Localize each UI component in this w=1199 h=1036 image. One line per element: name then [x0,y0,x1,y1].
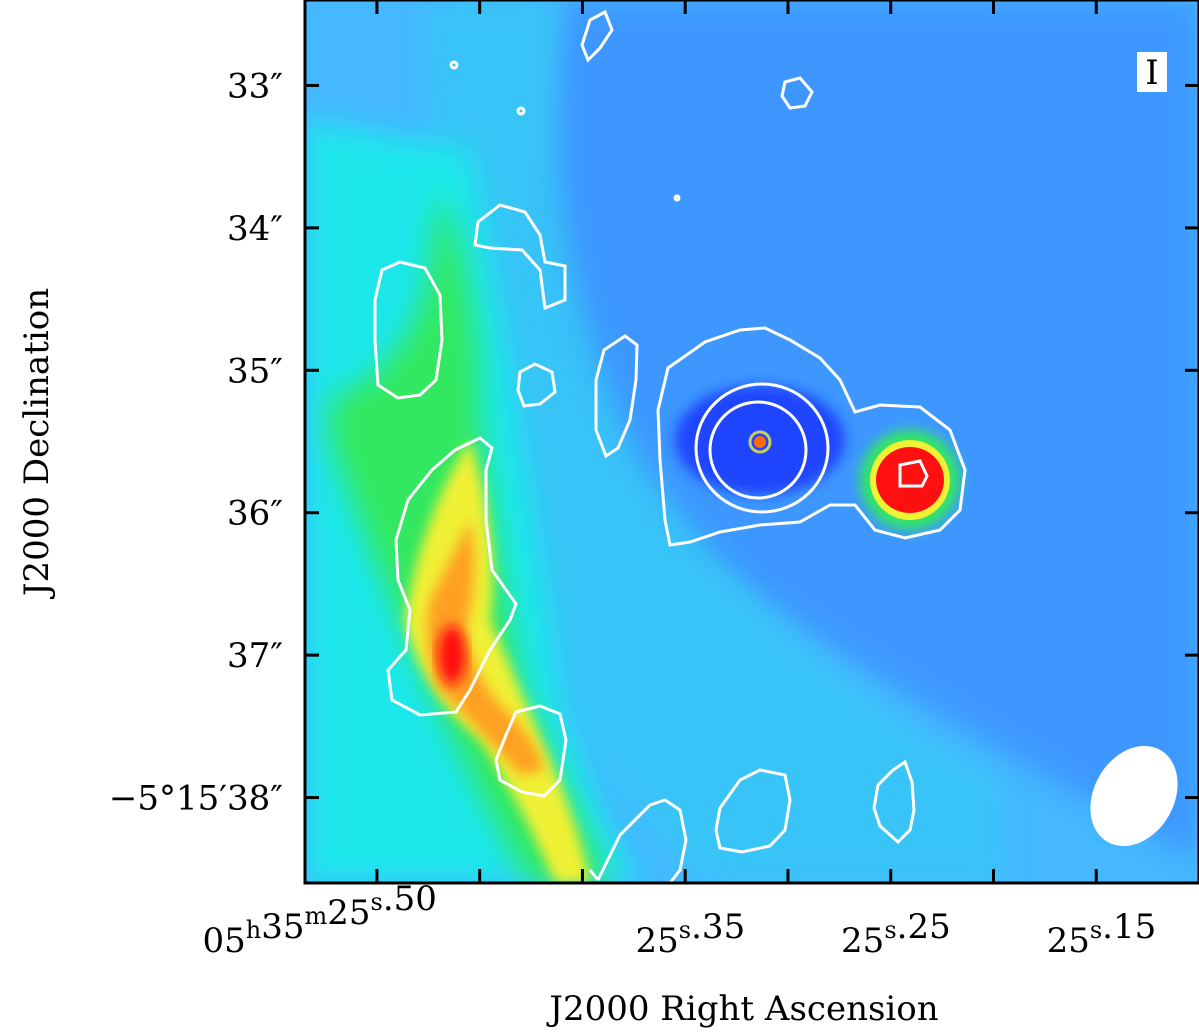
panel-label-box [1137,52,1167,92]
contour-speck-1 [449,60,459,70]
heatmap-compact-source-core [876,447,944,513]
heatmap-central-point-ring [748,430,772,454]
heatmap-central-point [754,436,766,448]
contour-top-small [580,9,614,63]
contour-filament-long [386,436,518,717]
x-tick-label: 25s.35 [636,907,746,961]
x-axis-ticks [375,0,1199,883]
y-tick-label: 37″ [227,636,283,676]
heatmap-cyan-band [428,0,1000,883]
contour-mid-central [694,382,830,514]
contour-bottom-3 [872,759,916,845]
y-axis-title: J2000 Declination [17,288,57,599]
heatmap-red-filament [426,520,545,775]
y-tick-label: 33″ [227,66,283,106]
contour-left-oval [373,260,444,400]
heatmap-yellow-filament [405,440,590,883]
plot-frame [303,0,1199,885]
y-axis-ticks [305,83,1199,800]
contours [373,9,967,883]
contour-inner-central [708,400,808,500]
y-tick-label: 34″ [227,209,283,249]
contour-speck-2 [516,106,526,116]
heatmap-blue-region [540,0,1199,860]
y-tick-label: 36″ [227,494,283,534]
x-tick-label: 05h35m25s.50 [202,879,436,961]
y-tick-label: −5°15′38″ [109,779,283,819]
contour-bottom-2 [714,768,792,854]
contour-filament-lower [494,704,568,798]
beam-ellipse [1090,745,1178,847]
x-tick-label: 25s.25 [841,907,951,961]
contour-compact-core [898,459,929,488]
y-tick-label: 35″ [227,351,283,391]
contour-mid-upper [473,203,567,311]
heatmap-filament-peak [438,625,466,685]
contour-bottom-1 [596,798,688,883]
contour-speck-3 [673,194,681,202]
contour-slender [594,334,639,459]
x-axis-title: J2000 Right Ascension [546,989,938,1029]
x-axis-tick-labels: 05h35m25s.50 25s.35 25s.25 25s.15 [202,879,1156,961]
x-tick-label: 25s.15 [1047,907,1157,961]
panel-label: I [1145,53,1158,93]
contour-bottom-left [588,869,600,881]
contour-outer-central [656,326,967,547]
heatmap-image [305,0,1199,883]
contour-small-blob [516,362,557,408]
contour-top-right [780,76,814,110]
y-axis-tick-labels: 33″ 34″ 35″ 36″ 37″ −5°15′38″ [109,66,283,818]
